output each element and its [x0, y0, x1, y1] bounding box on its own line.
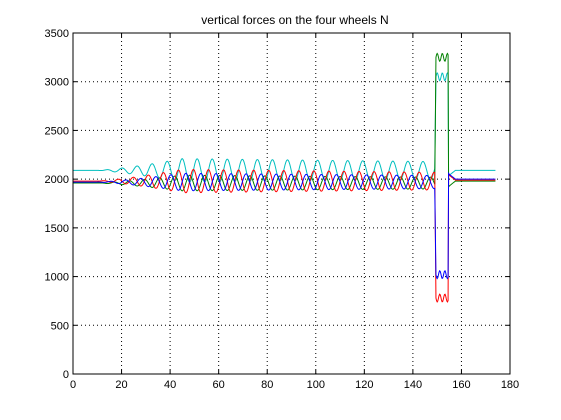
y-tick-label-7: 3500	[45, 28, 69, 40]
y-tick-label-0: 0	[63, 369, 69, 381]
y-tick-label-5: 2500	[45, 125, 69, 137]
x-tick-label-1: 20	[115, 379, 127, 391]
x-tick-label-6: 120	[355, 379, 373, 391]
x-tick-label-7: 140	[404, 379, 422, 391]
y-tick-label-2: 1000	[45, 272, 69, 284]
y-tick-label-4: 2000	[45, 174, 69, 186]
y-tick-label-3: 1500	[45, 223, 69, 235]
x-tick-label-4: 80	[261, 379, 273, 391]
y-tick-label-1: 500	[51, 320, 69, 332]
chart-title: vertical forces on the four wheels N	[201, 13, 388, 27]
x-tick-label-2: 40	[164, 379, 176, 391]
plot-frame	[72, 32, 511, 375]
series-line-0	[73, 71, 496, 183]
plot-area	[72, 32, 511, 375]
y-tick-labels: 0 500 1000 1500 2000 2500 3000 3500	[45, 28, 69, 381]
x-tick-label-8: 160	[452, 379, 470, 391]
x-tick-label-0: 0	[70, 379, 76, 391]
grid	[73, 33, 510, 374]
x-tick-label-9: 180	[501, 379, 519, 391]
series-line-2	[73, 169, 496, 303]
series-lines	[73, 52, 496, 303]
series-line-3	[73, 171, 496, 280]
x-tick-label-5: 100	[307, 379, 325, 391]
x-tick-labels: 0 20 40 60 80 100 120 140 160 180	[70, 379, 519, 391]
y-tick-label-6: 3000	[45, 77, 69, 89]
ticks	[72, 32, 511, 375]
x-tick-label-3: 60	[213, 379, 225, 391]
